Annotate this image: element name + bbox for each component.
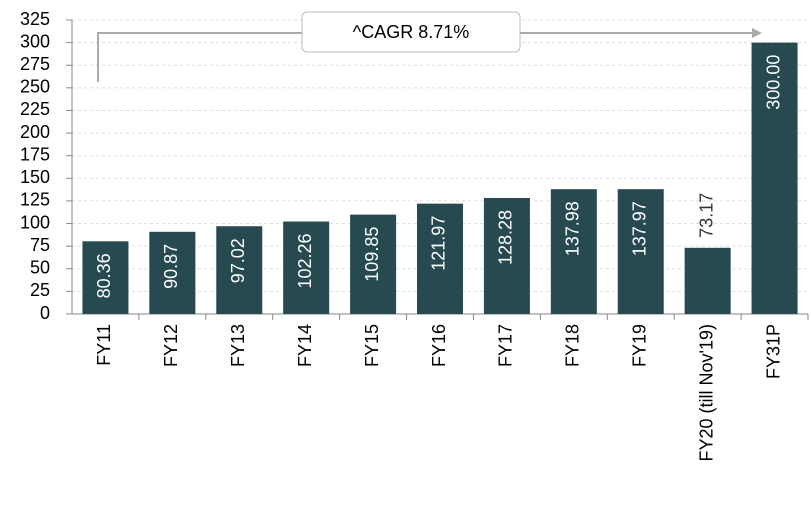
y-tick-label: 50 <box>30 258 50 278</box>
bar <box>684 247 731 314</box>
y-tick-label: 325 <box>20 9 50 29</box>
y-tick-label: 250 <box>20 77 50 97</box>
value-label: 137.97 <box>629 201 649 256</box>
x-tick-label: FY31P <box>763 324 783 379</box>
x-tick-label: FY19 <box>629 324 649 367</box>
annotation: ^CAGR 8.71% <box>353 22 470 42</box>
bar <box>751 42 798 314</box>
bars <box>82 42 798 314</box>
value-label: 137.98 <box>563 201 583 256</box>
annotation-box <box>301 11 521 53</box>
value-label: 102.26 <box>295 233 315 288</box>
value-label: 90.87 <box>161 244 181 289</box>
value-label: 128.28 <box>496 210 516 265</box>
x-tick-label: FY11 <box>94 324 114 366</box>
y-tick-label: 175 <box>20 144 50 164</box>
y-tick-label: 100 <box>20 212 50 232</box>
value-label: 300.00 <box>763 55 783 110</box>
value-label: 97.02 <box>228 238 248 283</box>
value-label: 80.36 <box>94 253 114 298</box>
value-label: 121.97 <box>429 216 449 271</box>
bar <box>483 197 530 314</box>
bar <box>216 226 263 314</box>
x-tick-label: FY18 <box>563 324 583 367</box>
y-tick-label: 125 <box>20 190 50 210</box>
y-tick-label: 150 <box>20 167 50 187</box>
bar <box>350 214 397 314</box>
x-tick-label: FY17 <box>496 324 516 367</box>
y-tick-label: 300 <box>20 31 50 51</box>
bar <box>82 241 129 314</box>
bar <box>550 189 597 314</box>
bar <box>283 221 330 314</box>
x-tick-label: FY15 <box>362 324 382 367</box>
value-label: 109.85 <box>362 227 382 282</box>
x-tick-label: FY12 <box>161 324 181 367</box>
y-tick-label: 275 <box>20 54 50 74</box>
value-label: 73.17 <box>696 193 716 238</box>
y-tick-label: 75 <box>30 235 50 255</box>
y-tick-label: 25 <box>30 280 50 300</box>
bar <box>417 203 463 314</box>
y-tick-label: 0 <box>40 303 50 323</box>
x-tick-label: FY13 <box>228 324 248 367</box>
y-tick-label: 225 <box>20 99 50 119</box>
x-tick-label: FY20 (till Nov'19) <box>696 324 716 461</box>
bar <box>617 189 664 314</box>
bar <box>149 231 196 314</box>
x-tick-label: FY14 <box>295 324 315 367</box>
y-tick-label: 200 <box>20 122 50 142</box>
x-tick-label: FY16 <box>429 324 449 367</box>
cagr-arrow <box>97 28 762 82</box>
